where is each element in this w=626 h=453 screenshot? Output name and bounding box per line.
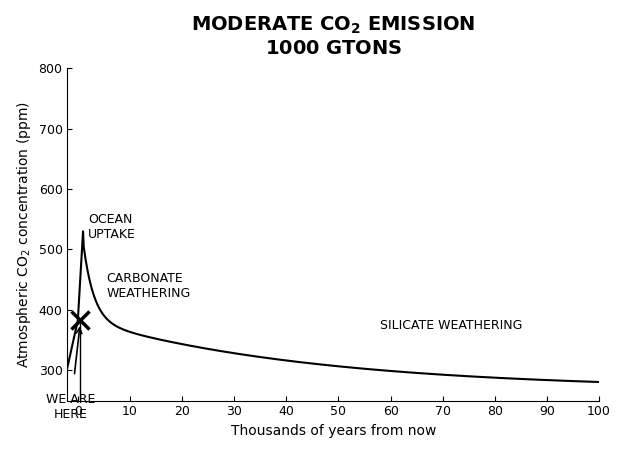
Text: WE ARE
HERE: WE ARE HERE (46, 393, 95, 421)
Text: SILICATE WEATHERING: SILICATE WEATHERING (380, 318, 523, 332)
Text: CARBONATE
WEATHERING: CARBONATE WEATHERING (106, 272, 191, 300)
Title: $\mathbf{MODERATE\ CO_2\ EMISSION}$
$\mathbf{1000\ GTONS}$: $\mathbf{MODERATE\ CO_2\ EMISSION}$ $\ma… (191, 15, 475, 58)
X-axis label: Thousands of years from now: Thousands of years from now (230, 424, 436, 438)
Text: OCEAN
UPTAKE: OCEAN UPTAKE (88, 213, 136, 241)
Y-axis label: Atmospheric CO$_2$ concentration (ppm): Atmospheric CO$_2$ concentration (ppm) (15, 101, 33, 368)
